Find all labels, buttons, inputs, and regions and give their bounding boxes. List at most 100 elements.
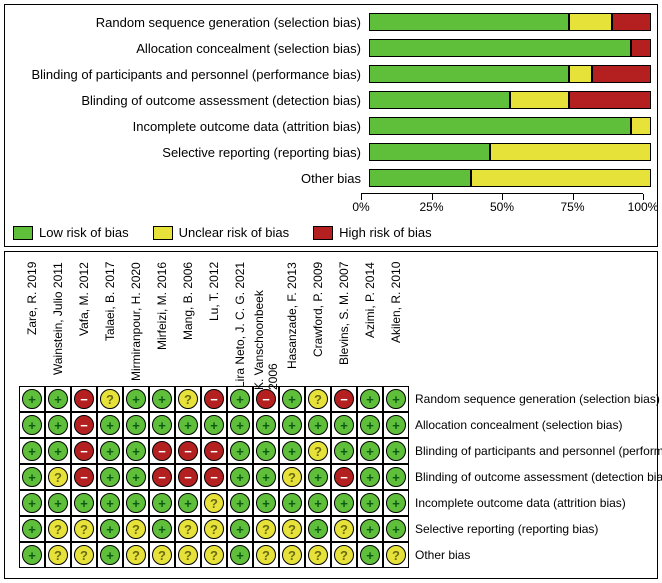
grid-cell: + xyxy=(331,438,357,464)
grid-cell: + xyxy=(357,438,383,464)
bar-label: Blinding of participants and personnel (… xyxy=(11,67,369,82)
risk-dot-high: − xyxy=(152,467,172,487)
axis-tick-label: 0% xyxy=(352,200,369,214)
risk-dot-low: + xyxy=(74,493,94,513)
grid-cell: + xyxy=(357,464,383,490)
swatch-icon xyxy=(313,226,333,240)
grid-cell: ? xyxy=(71,516,97,542)
grid-cell: + xyxy=(97,412,123,438)
domain-row-header: Selective reporting (reporting bias) xyxy=(409,516,662,542)
risk-dot-unclear: ? xyxy=(386,545,406,565)
swatch-icon xyxy=(13,226,33,240)
grid-cell: + xyxy=(175,412,201,438)
grid-cell: ? xyxy=(175,542,201,568)
domain-row-header: Other bias xyxy=(409,542,662,568)
bar-track xyxy=(369,91,651,109)
grid-cell: − xyxy=(175,438,201,464)
legend-label: High risk of bias xyxy=(339,225,431,240)
risk-dot-low: + xyxy=(256,415,276,435)
bar-row: Other bias xyxy=(11,167,651,189)
grid-cell: + xyxy=(253,464,279,490)
risk-dot-low: + xyxy=(230,467,250,487)
risk-dot-high: − xyxy=(204,467,224,487)
study-column-header: Wainstein, Julio 2011 xyxy=(45,258,71,394)
risk-dot-unclear: ? xyxy=(74,545,94,565)
grid-cell: ? xyxy=(201,516,227,542)
domain-row-header: Blinding of outcome assessment (detectio… xyxy=(409,464,662,490)
bar-track xyxy=(369,117,651,135)
grid-cell: + xyxy=(97,464,123,490)
risk-dot-unclear: ? xyxy=(74,519,94,539)
risk-dot-unclear: ? xyxy=(282,467,302,487)
grid-cell: ? xyxy=(331,542,357,568)
risk-dot-unclear: ? xyxy=(204,519,224,539)
risk-of-bias-summary-chart: Random sequence generation (selection bi… xyxy=(4,4,658,247)
bar-track xyxy=(369,39,651,57)
bar-track xyxy=(369,143,651,161)
risk-dot-low: + xyxy=(22,493,42,513)
risk-dot-low: + xyxy=(282,441,302,461)
risk-dot-low: + xyxy=(178,493,198,513)
bar-label: Blinding of outcome assessment (detectio… xyxy=(11,93,369,108)
grid-cell: + xyxy=(149,516,175,542)
grid-cell: + xyxy=(227,490,253,516)
grid-cell: + xyxy=(19,516,45,542)
bar-row: Random sequence generation (selection bi… xyxy=(11,11,651,33)
risk-dot-low: + xyxy=(22,415,42,435)
grid-cell: ? xyxy=(331,516,357,542)
grid-cell: + xyxy=(357,516,383,542)
grid-cell: ? xyxy=(279,516,305,542)
risk-dot-low: + xyxy=(178,415,198,435)
grid-cell: − xyxy=(331,464,357,490)
grid-cell: + xyxy=(331,490,357,516)
bar-segment-low xyxy=(369,91,510,109)
bar-label: Random sequence generation (selection bi… xyxy=(11,15,369,30)
domain-row-header: Random sequence generation (selection bi… xyxy=(409,386,662,412)
legend-item-high: High risk of bias xyxy=(313,225,431,240)
risk-dot-low: + xyxy=(126,415,146,435)
risk-dot-low: + xyxy=(126,467,146,487)
legend-item-unclear: Unclear risk of bias xyxy=(153,225,290,240)
grid-cell: + xyxy=(305,464,331,490)
grid-cell: + xyxy=(123,438,149,464)
grid-cell: + xyxy=(227,412,253,438)
risk-dot-low: + xyxy=(230,545,250,565)
risk-dot-low: + xyxy=(204,415,224,435)
risk-dot-low: + xyxy=(230,441,250,461)
grid-cell: + xyxy=(357,490,383,516)
risk-dot-low: + xyxy=(22,441,42,461)
grid-cell: − xyxy=(149,438,175,464)
risk-dot-unclear: ? xyxy=(334,519,354,539)
grid-cell: ? xyxy=(123,542,149,568)
axis-tick-label: 75% xyxy=(560,200,584,214)
risk-dot-low: + xyxy=(386,441,406,461)
grid-cell: + xyxy=(383,412,409,438)
risk-dot-low: + xyxy=(308,519,328,539)
grid-cell: + xyxy=(305,490,331,516)
risk-dot-low: + xyxy=(386,493,406,513)
legend-label: Unclear risk of bias xyxy=(179,225,290,240)
grid-cell: + xyxy=(19,490,45,516)
risk-dot-low: + xyxy=(386,519,406,539)
grid-cell: ? xyxy=(45,464,71,490)
grid-cell: − xyxy=(71,438,97,464)
risk-dot-low: + xyxy=(386,415,406,435)
risk-dot-low: + xyxy=(308,415,328,435)
risk-dot-unclear: ? xyxy=(334,545,354,565)
risk-dot-low: + xyxy=(386,467,406,487)
bar-segment-unclear xyxy=(569,13,611,31)
bar-segment-low xyxy=(369,143,490,161)
bar-segment-low xyxy=(369,39,631,57)
risk-dot-low: + xyxy=(100,441,120,461)
bar-row: Allocation concealment (selection bias) xyxy=(11,37,651,59)
risk-dot-unclear: ? xyxy=(308,441,328,461)
axis-tick-label: 50% xyxy=(490,200,514,214)
grid-cell: ? xyxy=(201,490,227,516)
grid-cell: ? xyxy=(279,464,305,490)
bar-segment-low xyxy=(369,169,471,187)
grid-cell: ? xyxy=(175,516,201,542)
grid-cell: ? xyxy=(305,542,331,568)
axis-tick-label: 100% xyxy=(628,200,659,214)
grid-cell: − xyxy=(201,438,227,464)
risk-dot-unclear: ? xyxy=(48,467,68,487)
